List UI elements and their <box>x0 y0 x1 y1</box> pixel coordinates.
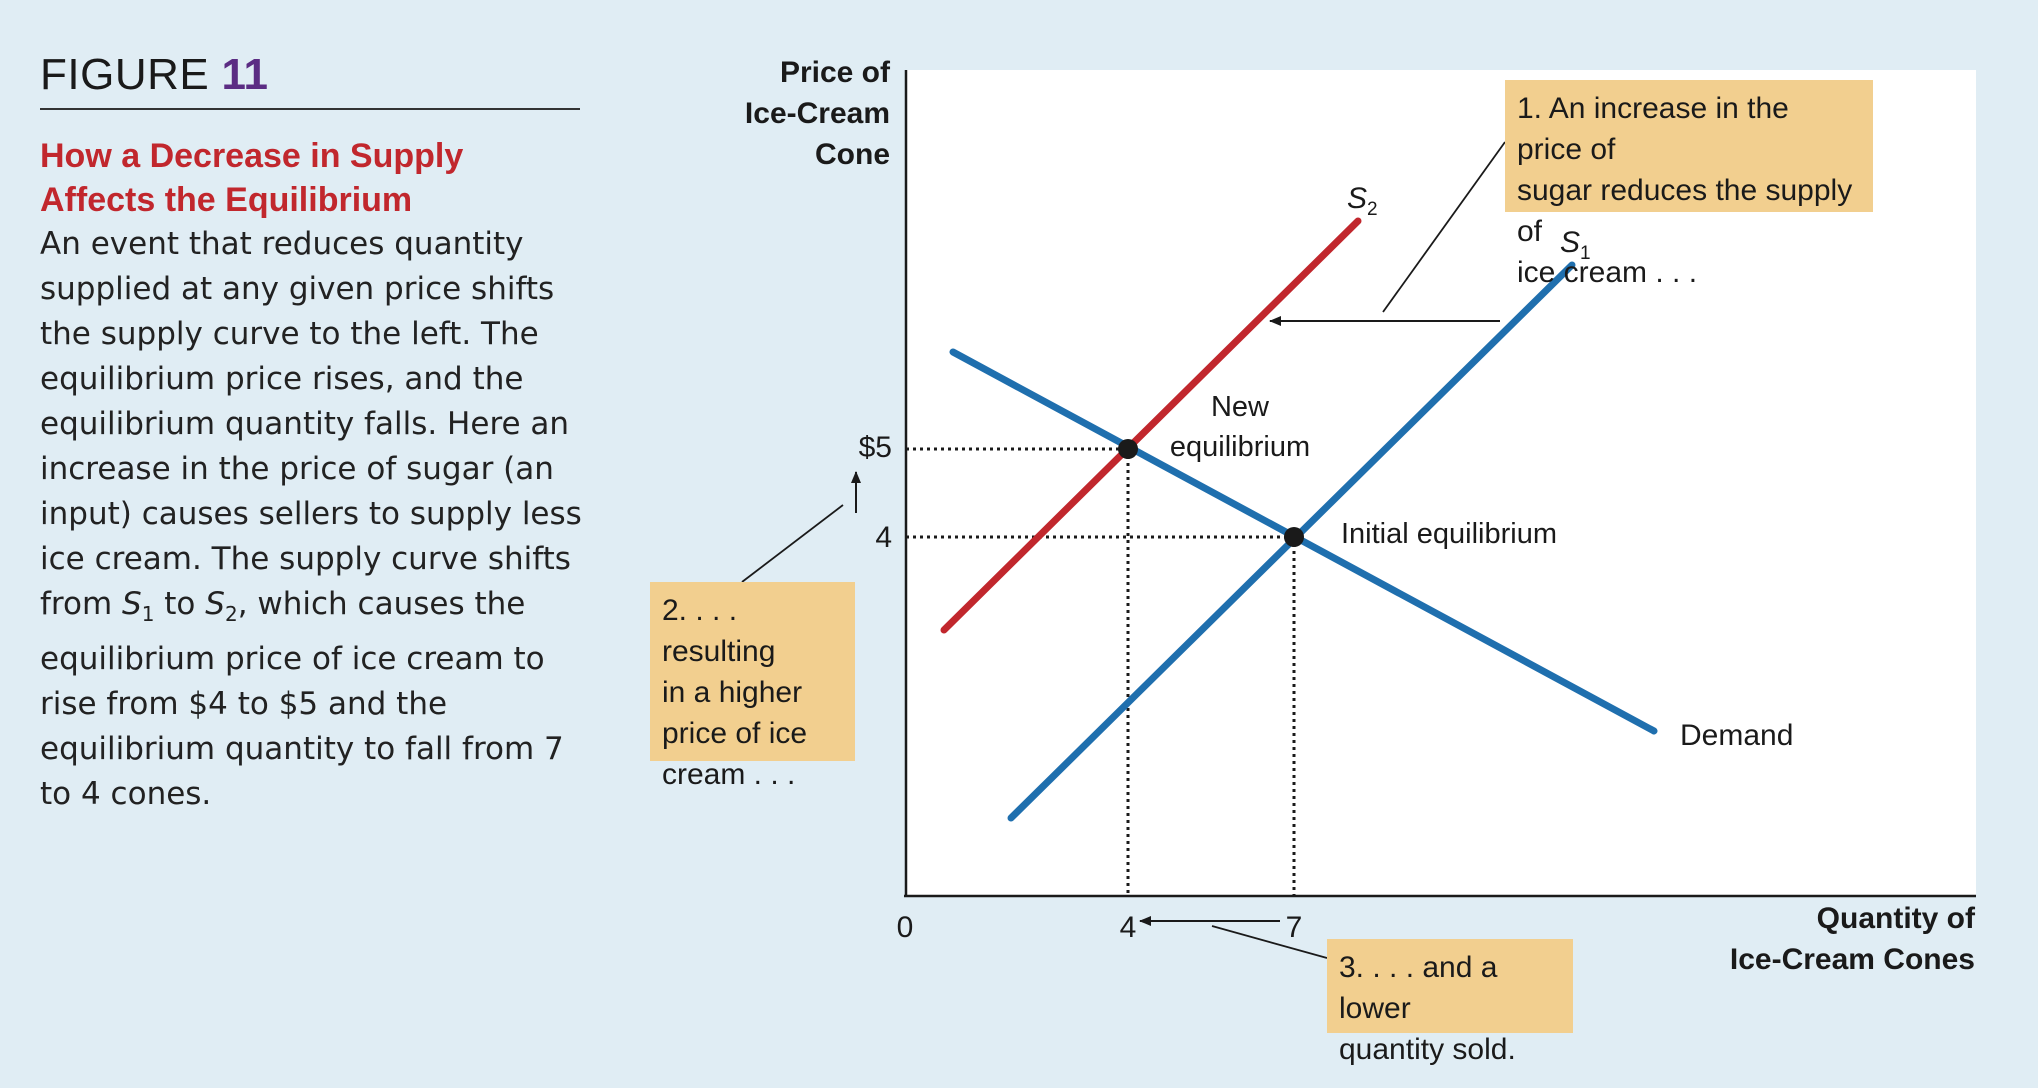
y-axis-title-line: Ice-Cream <box>744 97 890 130</box>
y-tick-label: $5 <box>859 431 892 464</box>
new-equilibrium-point <box>1118 439 1138 459</box>
callout-1-line: 1. An increase in the price of <box>1517 92 1789 166</box>
callout-2-line: price of ice <box>662 717 808 750</box>
figure-number: 11 <box>221 50 268 99</box>
x-axis-title-line: Ice-Cream Cones <box>1729 943 1975 976</box>
demand-curve <box>949 348 1658 735</box>
callout-3-leader <box>1211 925 1328 959</box>
s2-label-sub: 2 <box>1367 199 1378 220</box>
initial-equilibrium-label: Initial equilibrium <box>1341 518 1557 550</box>
callout-3-line: quantity sold. <box>1339 1033 1516 1066</box>
origin-label: 0 <box>897 911 914 944</box>
callout-1-line: ice cream . . . <box>1517 256 1698 289</box>
callout-2-leader <box>741 504 844 583</box>
x-axis-title: Quantity of Ice-Cream Cones <box>1700 898 1975 980</box>
s2-curve-label: S2 <box>1347 182 1378 220</box>
s1-label-sub: 1 <box>1580 243 1591 264</box>
s1-curve-label: S1 <box>1560 226 1591 264</box>
x-tick-label: 4 <box>1120 911 1137 944</box>
demand-curve-label: Demand <box>1680 719 1793 752</box>
supply-curve-s2 <box>940 217 1362 634</box>
callout-3-line: 3. . . . and a lower <box>1339 951 1498 1025</box>
y-axis-title: Price of Ice-Cream Cone <box>690 52 890 175</box>
figure-heading: FIGURE 11 <box>40 50 580 110</box>
y-axis-title-line: Price of <box>779 56 890 89</box>
figure-title: How a Decrease in Supply Affects the Equ… <box>40 137 464 219</box>
callout-3: 3. . . . and a lower quantity sold. <box>1327 939 1573 1066</box>
figure-body-text: An event that reduces quantity supplied … <box>40 226 582 813</box>
callout-2: 2. . . . resulting in a higher price of … <box>650 582 855 791</box>
figure-label: FIGURE <box>40 50 210 99</box>
callout-1-leader <box>1382 141 1506 313</box>
x-axis-title-line: Quantity of <box>1816 902 1975 935</box>
callout-2-line: cream . . . <box>662 758 796 791</box>
figure-caption: FIGURE 11 How a Decrease in Supply Affec… <box>40 50 585 817</box>
new-equilibrium-label: equilibrium <box>1170 431 1310 463</box>
initial-equilibrium-point <box>1284 527 1304 547</box>
new-equilibrium-label: New <box>1211 391 1270 423</box>
y-axis-title-line: Cone <box>815 138 890 171</box>
callout-1: 1. An increase in the price of sugar red… <box>1505 80 1873 289</box>
s1-label-letter: S <box>1560 226 1580 259</box>
callout-1-line: sugar reduces the supply of <box>1517 174 1853 248</box>
s2-label-letter: S <box>1347 182 1367 215</box>
callout-2-line: in a higher <box>662 676 803 709</box>
callout-2-line: 2. . . . resulting <box>662 594 776 668</box>
x-tick-label: 7 <box>1286 911 1303 944</box>
y-tick-label: 4 <box>875 521 892 554</box>
